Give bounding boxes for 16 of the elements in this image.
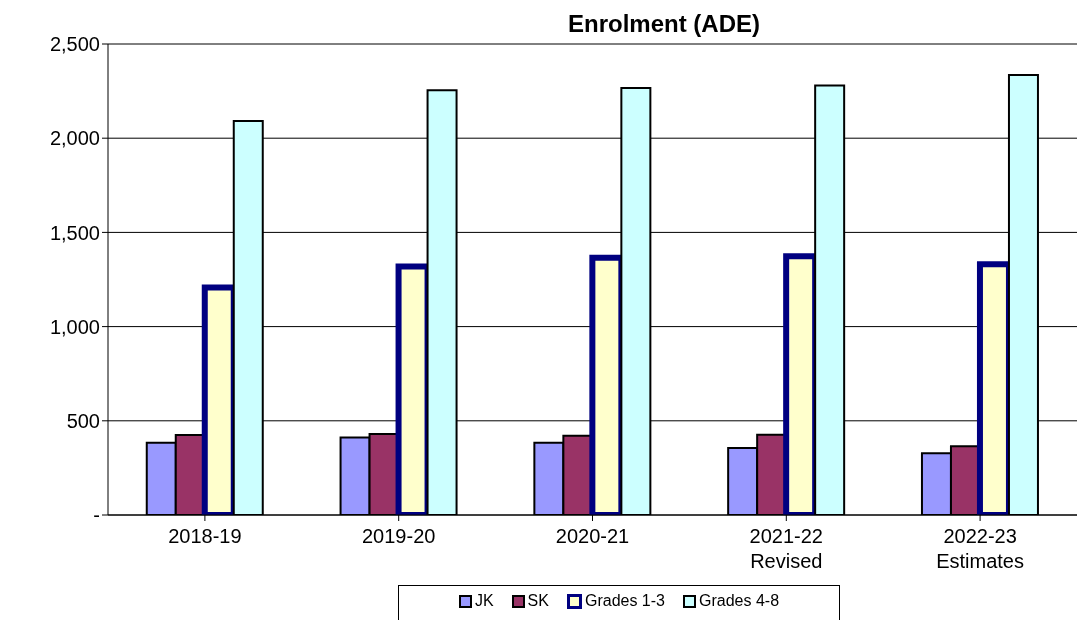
- legend-label: SK: [526, 592, 549, 610]
- y-tick-label: 1,000: [49, 315, 100, 338]
- legend-label: Grades 4-8: [698, 592, 780, 610]
- chart-title: Enrolment (ADE): [568, 10, 760, 38]
- y-tick-label: -: [93, 504, 100, 527]
- x-tick-label: 2019-20: [362, 525, 436, 547]
- x-tick-label: 2018-19: [168, 525, 242, 547]
- x-tick-label: 2022-23 Estimates: [936, 525, 1025, 572]
- y-tick-label: 1,500: [49, 221, 100, 244]
- y-tick-label: 2,500: [49, 33, 100, 56]
- legend-label: Grades 1-3: [583, 592, 665, 610]
- x-tick-label: 2020-21: [555, 525, 630, 547]
- y-tick-label: 500: [66, 409, 100, 432]
- legend-label: JK: [473, 592, 494, 610]
- y-tick-label: 2,000: [49, 127, 100, 150]
- x-tick-label: 2021-22 Revised: [749, 525, 823, 572]
